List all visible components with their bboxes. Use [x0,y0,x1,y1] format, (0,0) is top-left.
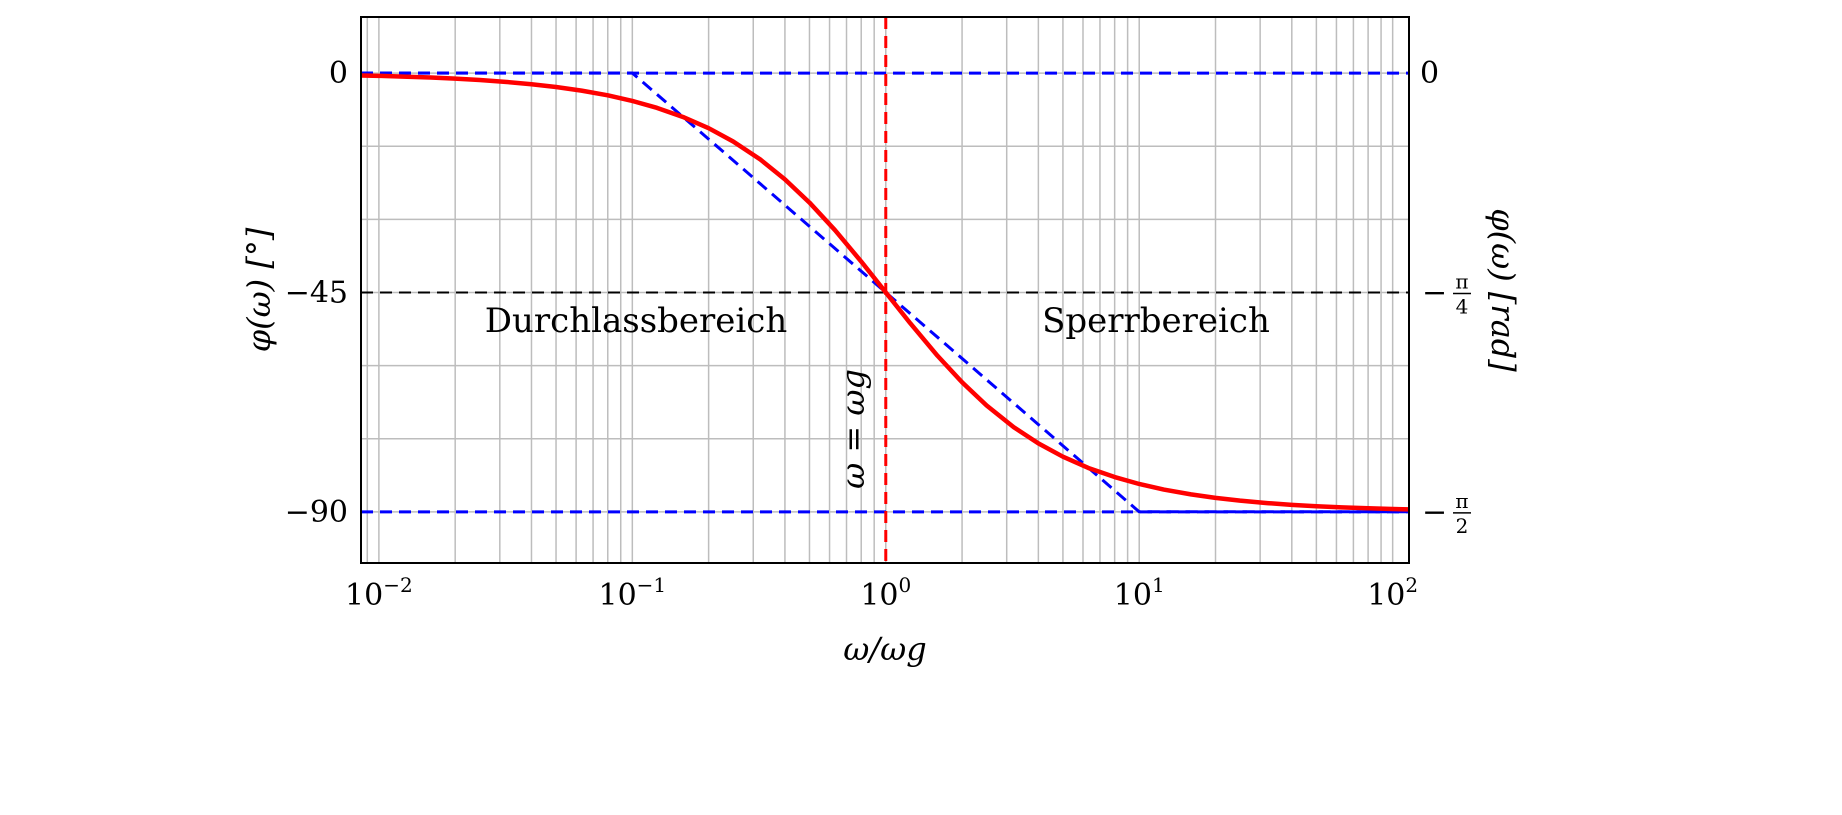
y-tick-numerator: π [1455,269,1468,293]
y-axis-label-left: φ(ω) [°] [240,227,278,352]
y-tick-label-right: − π4 [1422,269,1471,318]
region-label: Sperrbereich [1042,301,1270,341]
series-line-0 [360,73,1410,512]
x-tick-exponent: 1 [1152,573,1165,597]
x-tick-exponent: 2 [1405,573,1418,597]
y-axis-label-right: φ(ω) [rad] [1484,208,1522,372]
y-tick-numerator: π [1455,489,1468,513]
x-tick-exponent: −1 [637,573,666,597]
y-tick-label-left: 0 [329,56,348,91]
x-tick-label: 10−2 [345,573,413,613]
plot-frame [360,16,1410,564]
y-tick-prefix: − [1422,495,1447,530]
y-tick-denominator: 4 [1456,294,1469,318]
x-tick-label: 101 [1114,573,1165,613]
y-tick-label-right: 0 [1420,56,1439,91]
x-tick-exponent: 0 [899,573,912,597]
series-lines [360,71,1410,514]
y-tick-label-left: −90 [285,495,348,530]
region-label: Durchlassbereich [485,301,787,341]
x-tick-label: 102 [1367,573,1418,613]
y-tick-prefix: − [1422,275,1447,310]
y-tick-denominator: 2 [1456,514,1469,538]
x-axis-label: ω/ωg [843,630,926,668]
series-line-1 [361,71,1409,514]
x-tick-label: 10−1 [598,573,666,613]
y-tick-label-left: −45 [285,275,348,310]
x-tick-label: 100 [860,573,911,613]
reference-line-label: ω = ωg [834,369,872,489]
annotations: Durchlassbereich Sperrbereich [485,301,1270,341]
x-tick-exponent: −2 [383,573,412,597]
y-tick-label-right: − π2 [1422,489,1471,538]
